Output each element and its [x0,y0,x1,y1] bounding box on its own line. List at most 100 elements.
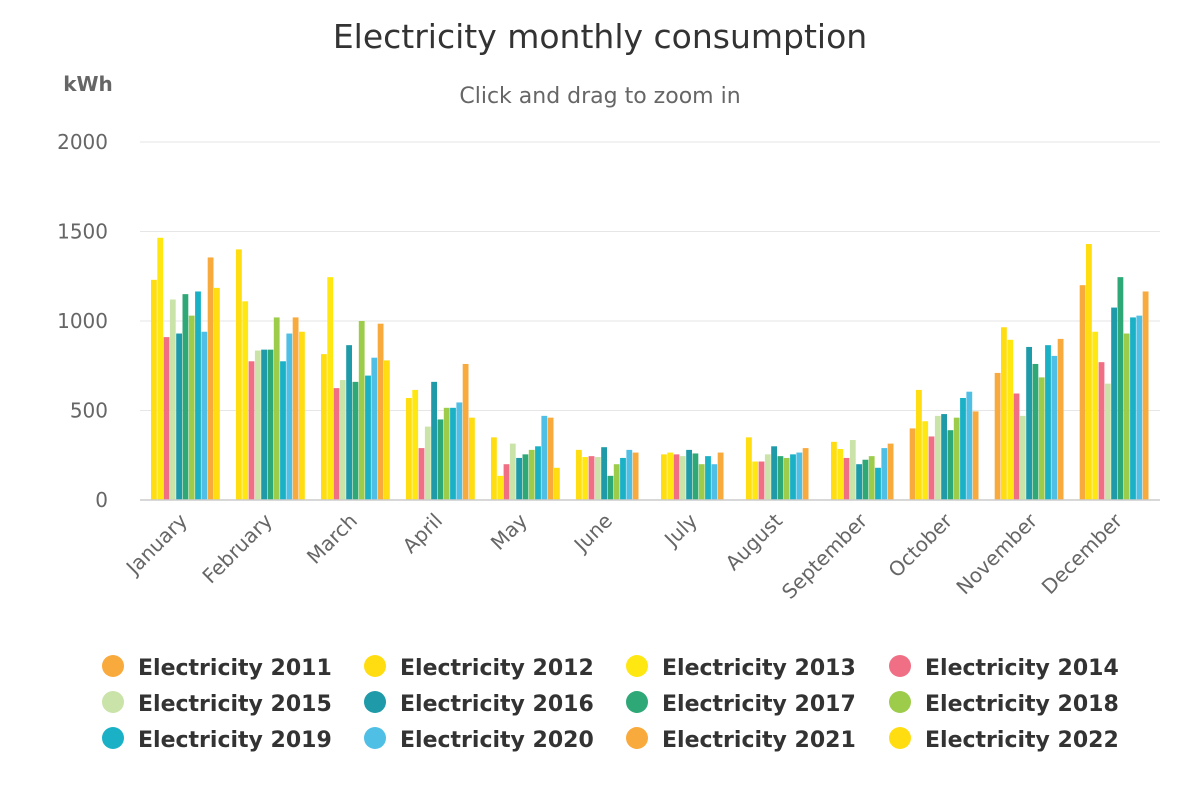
bar[interactable] [790,454,796,500]
bar[interactable] [1130,317,1136,500]
bar[interactable] [163,337,170,500]
bar[interactable] [588,456,595,500]
bar[interactable] [1104,383,1111,500]
bar[interactable] [673,454,680,500]
bar[interactable] [1117,277,1124,500]
bar[interactable] [176,333,182,500]
bar[interactable] [922,421,929,500]
bar[interactable] [849,440,856,500]
bar[interactable] [1136,315,1143,500]
legend-item[interactable]: Electricity 2017 [626,691,856,717]
bar[interactable] [613,464,620,500]
bar[interactable] [333,388,340,500]
legend-item[interactable]: Electricity 2015 [102,691,332,717]
bar[interactable] [292,317,299,500]
bar[interactable] [528,449,535,500]
bar[interactable] [541,415,548,500]
bar[interactable] [1086,244,1092,500]
bar[interactable] [547,417,554,500]
bar[interactable] [1098,362,1105,500]
bar[interactable] [1019,415,1026,500]
bar[interactable] [346,345,352,500]
legend-item[interactable]: Electricity 2012 [364,655,594,681]
bar[interactable] [887,443,894,500]
bar[interactable] [661,454,667,500]
bar[interactable] [875,467,881,500]
legend-item[interactable]: Electricity 2021 [626,727,856,753]
bar[interactable] [1026,346,1032,500]
bar[interactable] [384,360,390,500]
bar[interactable] [182,294,189,500]
bar[interactable] [783,457,790,500]
bar[interactable] [1038,377,1045,500]
bar[interactable] [188,315,195,500]
bar[interactable] [299,331,305,500]
bar[interactable] [358,321,365,500]
bar[interactable] [953,417,960,500]
bar[interactable] [195,291,201,500]
bar[interactable] [1057,338,1064,500]
bar[interactable] [450,407,456,500]
bar[interactable] [151,279,157,500]
bar[interactable] [607,475,614,500]
bar[interactable] [443,407,450,500]
bar[interactable] [626,449,633,500]
bar[interactable] [406,397,412,500]
bar[interactable] [462,363,469,500]
bar[interactable] [418,448,425,500]
bar[interactable] [947,430,954,500]
bar[interactable] [717,452,724,500]
legend-item[interactable]: Electricity 2011 [102,655,332,681]
bar[interactable] [1001,327,1007,500]
bar[interactable] [576,449,582,500]
bar[interactable] [431,381,437,500]
bar[interactable] [491,437,497,500]
bar[interactable] [377,323,384,500]
bar[interactable] [214,287,220,500]
bar[interactable] [1123,333,1130,500]
bar[interactable] [554,467,560,500]
bar[interactable] [868,456,875,500]
legend-item[interactable]: Electricity 2016 [364,691,594,717]
bar[interactable] [711,464,718,500]
bar[interactable] [365,375,371,500]
bar[interactable] [267,349,274,500]
bar[interactable] [242,301,249,500]
bar[interactable] [972,411,979,500]
bar[interactable] [456,402,463,500]
bar[interactable] [497,475,504,500]
bar[interactable] [632,452,639,500]
bar[interactable] [169,299,176,500]
bar[interactable] [339,380,346,500]
bar[interactable] [1092,331,1099,500]
bar[interactable] [236,249,242,500]
bar[interactable] [248,361,255,500]
bar[interactable] [692,453,699,500]
bar[interactable] [327,277,334,500]
bar[interactable] [862,459,869,500]
bar[interactable] [966,391,973,500]
bar[interactable] [280,361,286,500]
bar[interactable] [746,437,752,500]
bar[interactable] [802,448,809,500]
bar[interactable] [686,449,692,500]
bar[interactable] [1142,291,1149,500]
bar[interactable] [837,448,844,500]
legend-item[interactable]: Electricity 2013 [626,655,856,681]
bar[interactable] [1111,307,1117,500]
bar[interactable] [207,257,214,500]
legend-item[interactable]: Electricity 2020 [364,727,594,753]
bar[interactable] [705,456,711,500]
bar[interactable] [424,426,431,500]
bar[interactable] [881,448,888,500]
bar[interactable] [928,436,935,500]
bar[interactable] [352,381,359,500]
bar[interactable] [1079,285,1086,500]
bar[interactable] [679,456,686,500]
bar[interactable] [994,372,1001,500]
bar[interactable] [620,457,626,500]
bar[interactable] [412,389,419,500]
bar[interactable] [1045,345,1051,500]
bar[interactable] [916,389,922,500]
legend-item[interactable]: Electricity 2014 [889,655,1119,681]
